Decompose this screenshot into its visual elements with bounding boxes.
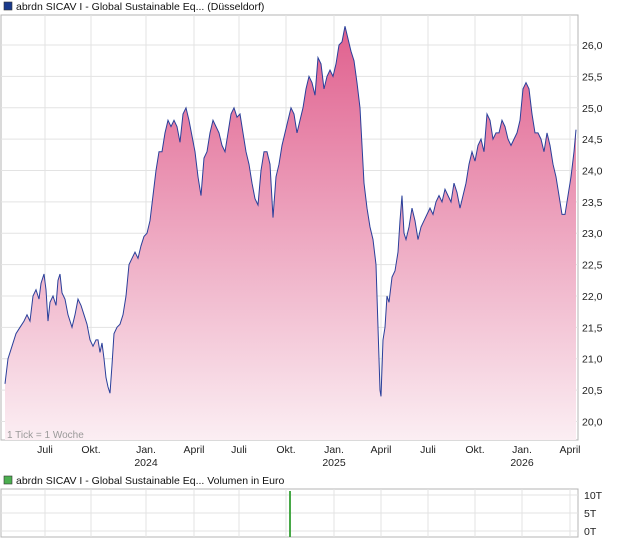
y-tick-label: 25,5 <box>582 71 603 83</box>
y-tick-label: 23,5 <box>582 197 603 209</box>
y-tick-label: 22,5 <box>582 260 603 272</box>
volume-legend-label: abrdn SICAV I - Global Sustainable Eq...… <box>16 475 284 487</box>
volume-y-tick-label: 5T <box>584 508 597 520</box>
x-tick-label: April <box>559 444 580 456</box>
x-tick-label: Okt. <box>81 444 100 456</box>
y-tick-label: 21,5 <box>582 322 603 334</box>
x-tick-label: Jan. <box>512 444 532 456</box>
x-tick-label: Juli <box>231 444 247 456</box>
volume-y-tick-label: 10T <box>584 490 603 502</box>
y-tick-label: 20,5 <box>582 385 603 397</box>
y-tick-label: 24,5 <box>582 134 603 146</box>
x-tick-label: Okt. <box>276 444 295 456</box>
x-tick-label: Okt. <box>465 444 484 456</box>
x-tick-label: April <box>370 444 391 456</box>
x-tick-label: Jan. <box>136 444 156 456</box>
price-area <box>5 26 576 440</box>
x-tick-label: Juli <box>37 444 53 456</box>
volume-y-tick-label: 0T <box>584 526 597 538</box>
price-line <box>4 26 577 397</box>
x-year-label: 2025 <box>322 457 346 469</box>
tick-note: 1 Tick = 1 Woche <box>7 430 84 441</box>
volume-legend-swatch <box>3 475 13 485</box>
price-legend-swatch <box>3 1 13 11</box>
price-legend-label: abrdn SICAV I - Global Sustainable Eq...… <box>16 1 264 13</box>
y-tick-label: 22,0 <box>582 291 603 303</box>
x-tick-label: April <box>183 444 204 456</box>
y-tick-label: 21,0 <box>582 354 603 366</box>
x-tick-label: Jan. <box>324 444 344 456</box>
price-y-axis: 20,0 20,5 21,0 21,5 22,0 22,5 23,0 23,5 24,0 24,5… <box>582 40 603 428</box>
x-tick-label: Juli <box>420 444 436 456</box>
y-tick-label: 23,0 <box>582 228 603 240</box>
volume-bars <box>289 491 291 537</box>
y-tick-label: 20,0 <box>582 416 603 428</box>
x-year-label: 2024 <box>134 457 158 469</box>
y-tick-label: 26,0 <box>582 40 603 52</box>
x-year-label: 2026 <box>510 457 534 469</box>
volume-bar <box>289 491 291 537</box>
y-tick-label: 24,0 <box>582 166 603 178</box>
y-tick-label: 25,0 <box>582 103 603 115</box>
volume-y-axis: 0T 5T 10T <box>584 490 603 538</box>
